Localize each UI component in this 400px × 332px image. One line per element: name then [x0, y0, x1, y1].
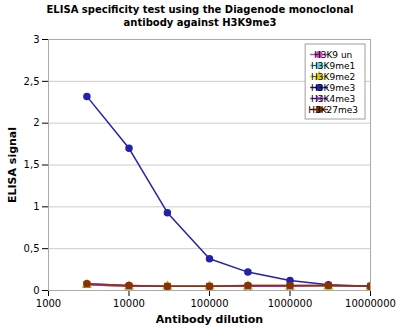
- svg-text:10000: 10000: [113, 298, 145, 309]
- svg-text:H3K9me1: H3K9me1: [311, 61, 355, 71]
- svg-text:0,5: 0,5: [24, 243, 40, 254]
- svg-text:1000: 1000: [36, 298, 61, 309]
- svg-text:2,5: 2,5: [24, 76, 40, 87]
- svg-text:2: 2: [33, 117, 39, 128]
- svg-text:1000000: 1000000: [268, 298, 313, 309]
- svg-text:H3K9me3: H3K9me3: [311, 83, 355, 93]
- svg-text:1,5: 1,5: [24, 159, 40, 170]
- svg-text:0: 0: [33, 285, 39, 296]
- svg-text:100000: 100000: [190, 298, 228, 309]
- svg-text:ELISA signal: ELISA signal: [6, 127, 19, 203]
- svg-text:H3K9me2: H3K9me2: [311, 72, 355, 82]
- svg-text:H3K9 un: H3K9 un: [314, 50, 352, 60]
- svg-text:H3K4me3: H3K4me3: [311, 94, 355, 104]
- svg-text:Antibody dilution: Antibody dilution: [156, 313, 263, 326]
- svg-text:H3K27me3: H3K27me3: [308, 105, 358, 115]
- svg-text:1: 1: [33, 201, 39, 212]
- svg-text:3: 3: [33, 34, 39, 45]
- svg-text:10000000: 10000000: [345, 298, 396, 309]
- html-text:ELISA specificity test using t: ELISA specificity test using the Diageno…: [46, 4, 354, 28]
